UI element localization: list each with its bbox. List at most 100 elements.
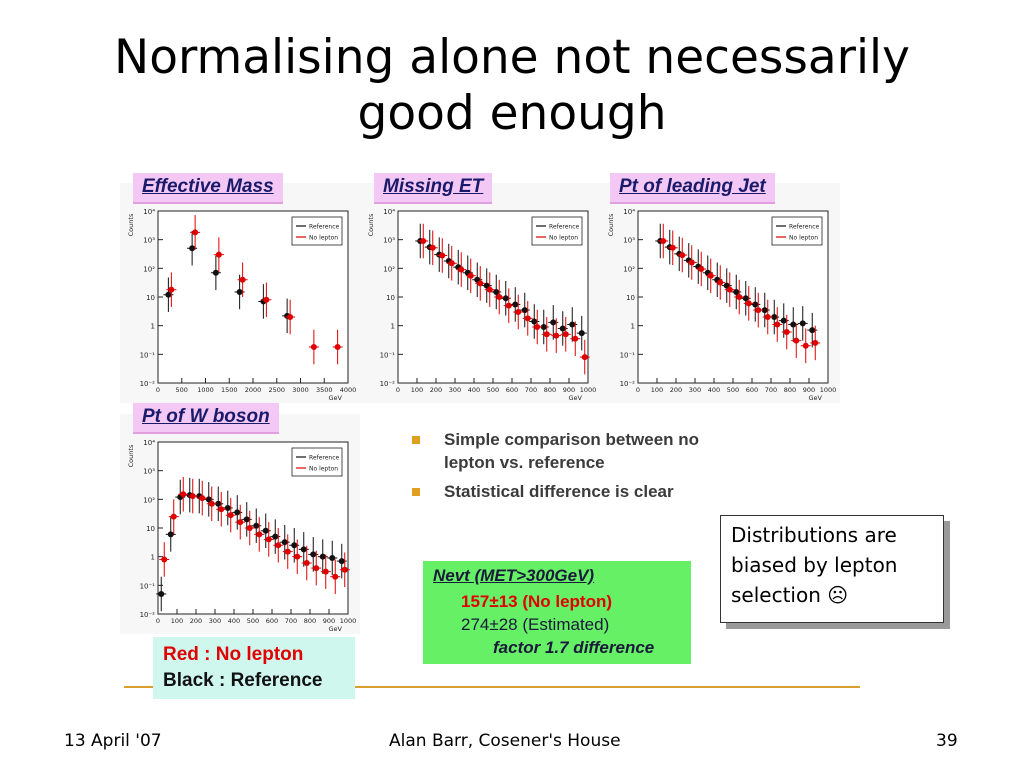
y-tick-label: 10³ [383, 237, 395, 245]
legend-entry: Reference [789, 224, 820, 231]
y-tick-label: 10³ [143, 468, 155, 476]
no-lepton-point [275, 542, 282, 549]
bullet-text: Simple comparison between no lepton vs. … [444, 430, 700, 472]
y-axis-label: Counts [127, 213, 135, 236]
x-tick-label: 0 [156, 617, 160, 625]
no-lepton-point [170, 513, 177, 520]
no-lepton-point [180, 491, 187, 498]
bullet-item: Statistical difference is clear [406, 480, 736, 503]
reference-point [742, 295, 749, 302]
no-lepton-point [764, 314, 771, 321]
no-lepton-point [543, 331, 550, 338]
y-tick-label: 1 [151, 554, 155, 562]
x-tick-label: 200 [670, 386, 682, 394]
no-lepton-point [477, 280, 484, 287]
x-tick-label: 500 [487, 386, 499, 394]
reference-point [771, 314, 778, 321]
x-tick-label: 900 [803, 386, 815, 394]
legend-entry: No lepton [549, 235, 578, 242]
y-axis-label: Counts [607, 213, 615, 236]
x-tick-label: 600 [266, 617, 278, 625]
bullet-list: Simple comparison between no lepton vs. … [406, 428, 736, 509]
x-tick-label: 0 [156, 386, 160, 394]
no-lepton-point [793, 337, 800, 344]
no-lepton-point [515, 308, 522, 315]
x-tick-label: 300 [689, 386, 701, 394]
effective-mass-chart: 10⁻² 10⁻¹ 1 10 10² 10³ 10⁴ 0 500 1000 1500 2000 2500… [120, 183, 360, 403]
x-tick-label: 2500 [268, 386, 285, 394]
no-lepton-point [310, 344, 317, 351]
x-tick-label: 100 [411, 386, 423, 394]
x-tick-label: 1000 [820, 386, 837, 394]
nevt-heading: Nevt (MET>300GeV) [433, 566, 595, 585]
y-axis-label: Counts [127, 444, 135, 467]
leading-jet-chart: 10⁻² 10⁻¹ 1 10 10² 10³ 10⁴ 0 100 200 300 400 500 600 7… [600, 183, 840, 403]
no-lepton-point [227, 512, 234, 519]
x-tick-label: 500 [176, 386, 188, 394]
x-axis-label: GeV [809, 394, 823, 402]
reference-point [578, 330, 585, 337]
y-tick-label: 10⁻¹ [140, 351, 156, 359]
no-lepton-point [239, 276, 246, 283]
reference-point [569, 321, 576, 328]
w-boson-chart: 10⁻² 10⁻¹ 1 10 10² 10³ 10⁴ 0 100 200 300 400 500 600 7… [120, 414, 360, 634]
no-lepton-point [486, 286, 493, 293]
legend-entry: Reference [309, 224, 340, 231]
no-lepton-point [189, 493, 196, 500]
y-tick-label: 10² [143, 265, 155, 273]
missing-et-title: Missing ET [374, 173, 493, 204]
nevt-factor: factor 1.7 difference [493, 638, 655, 657]
reference-point [234, 509, 241, 516]
no-lepton-point [688, 259, 695, 266]
reference-point [165, 291, 172, 298]
no-lepton-point [562, 331, 569, 338]
no-lepton-point [199, 495, 206, 502]
reference-point [752, 301, 759, 308]
slide-title-line1: Normalising alone not necessarily [114, 30, 910, 85]
y-tick-label: 10⁻¹ [140, 582, 156, 590]
y-tick-label: 10² [383, 265, 395, 273]
bullet-square-icon [412, 436, 420, 444]
reference-point [329, 554, 336, 561]
nevt-no-lepton: 157±13 (No lepton) [461, 592, 613, 611]
reference-point [212, 269, 219, 276]
reference-point [158, 590, 165, 597]
no-lepton-point [263, 296, 270, 303]
x-tick-label: 900 [323, 617, 335, 625]
no-lepton-point [237, 519, 244, 526]
no-lepton-point [303, 560, 310, 567]
no-lepton-point [745, 300, 752, 307]
y-tick-label: 1 [391, 323, 395, 331]
x-tick-label: 0 [396, 386, 400, 394]
no-lepton-point [698, 265, 705, 272]
x-tick-label: 4000 [340, 386, 357, 394]
reference-point [531, 318, 538, 325]
x-tick-label: 700 [285, 617, 297, 625]
no-lepton-point [458, 266, 465, 273]
divider-line [124, 686, 860, 688]
no-lepton-point [717, 279, 724, 286]
nevt-estimated: 274±28 (Estimated) [461, 615, 610, 634]
no-lepton-point [334, 344, 341, 351]
reference-point [253, 522, 260, 529]
effective-mass-plot: 10⁻² 10⁻¹ 1 10 10² 10³ 10⁴ 0 500 1000 1500 2000 2500… [120, 183, 360, 403]
no-lepton-point [524, 315, 531, 322]
y-tick-label: 10⁻² [140, 611, 156, 619]
legend-frame [291, 447, 343, 477]
no-lepton-point [246, 525, 253, 531]
nevt-box: Nevt (MET>300GeV) 157±13 (No lepton) 274… [423, 561, 691, 664]
reference-point [338, 558, 345, 565]
reference-point [300, 546, 307, 553]
reference-point [243, 516, 250, 523]
no-lepton-point [755, 307, 762, 314]
reference-point [761, 307, 768, 314]
no-lepton-point [783, 329, 790, 336]
x-axis-label: GeV [329, 625, 343, 633]
reference-point [550, 319, 557, 326]
reference-point [189, 245, 196, 252]
reference-point [502, 295, 509, 302]
reference-point [799, 320, 806, 327]
no-lepton-point [420, 237, 427, 244]
y-tick-label: 1 [631, 323, 635, 331]
y-tick-label: 10 [626, 294, 635, 302]
